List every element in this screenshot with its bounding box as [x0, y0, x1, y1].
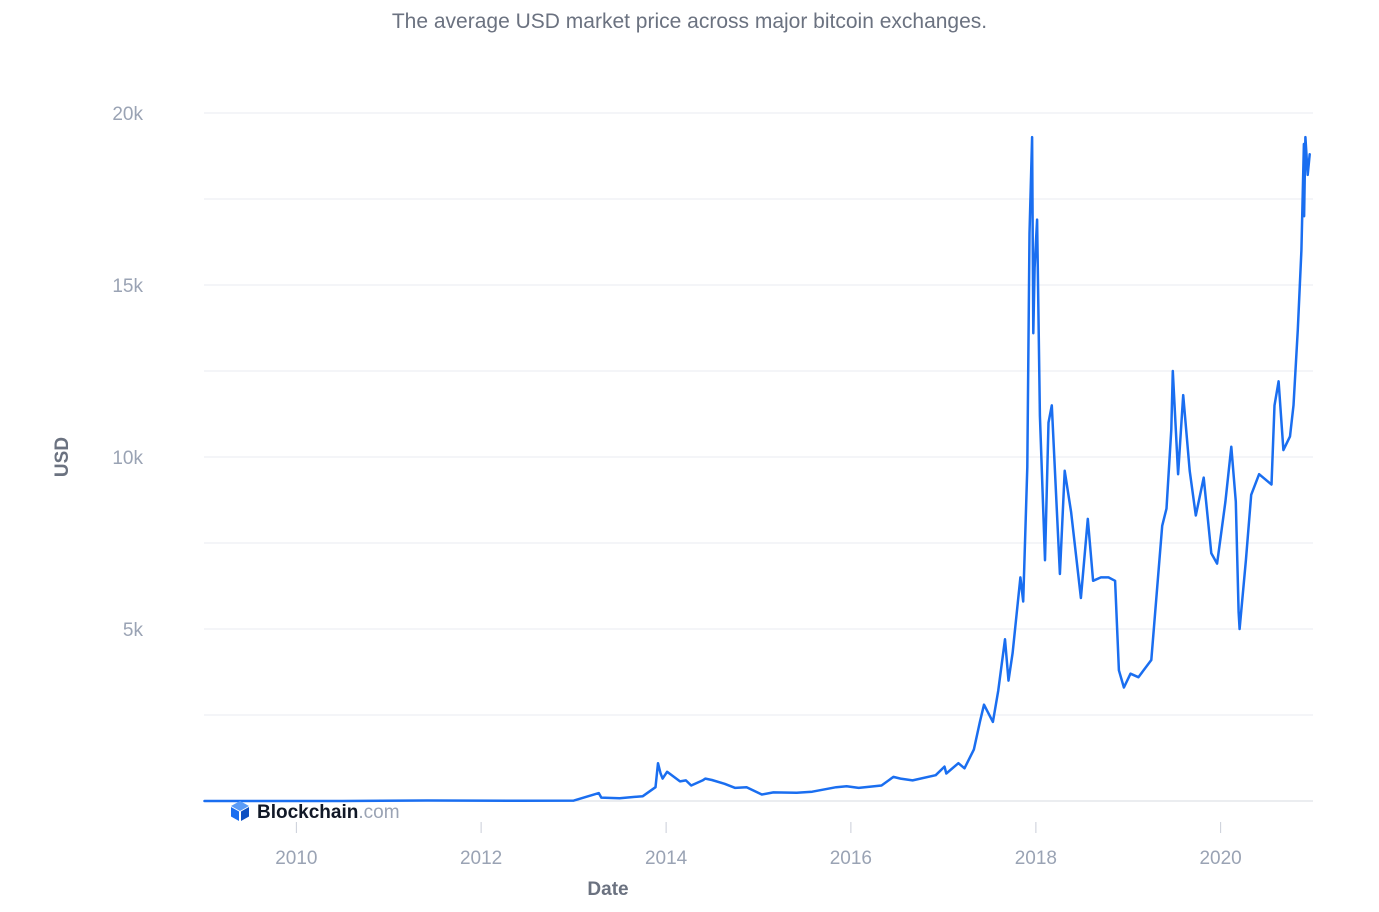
series-layer [203, 135, 1311, 803]
x-tick-label: 2014 [645, 848, 688, 869]
grid-lines [204, 112, 1313, 802]
blockchain-logo: Blockchain.com [231, 801, 400, 823]
y-tick-label: 20k [112, 104, 143, 125]
x-tick-label: 2016 [830, 848, 872, 869]
logo-suffix: .com [358, 802, 399, 823]
y-tick-label: 5k [123, 620, 144, 641]
x-tick-label: 2012 [460, 848, 502, 869]
y-tick-label: 10k [112, 448, 143, 469]
x-axis: 2010 2012 2014 2016 2018 2020 [275, 822, 1242, 869]
x-tick-label: 2020 [1199, 848, 1241, 869]
chart-subtitle: The average USD market price across majo… [391, 10, 988, 33]
y-axis-label: USD [52, 437, 73, 477]
logo-name: Blockchain [257, 802, 358, 823]
x-axis-label: Date [587, 879, 628, 900]
y-tick-label: 15k [112, 276, 143, 297]
svg-text:Blockchain.com: Blockchain.com [257, 802, 400, 823]
price-line [203, 135, 1311, 803]
x-tick-label: 2010 [275, 848, 317, 869]
cube-icon [231, 801, 249, 821]
y-axis: 5k 10k 15k 20k [112, 104, 143, 641]
x-tick-label: 2018 [1015, 848, 1057, 869]
